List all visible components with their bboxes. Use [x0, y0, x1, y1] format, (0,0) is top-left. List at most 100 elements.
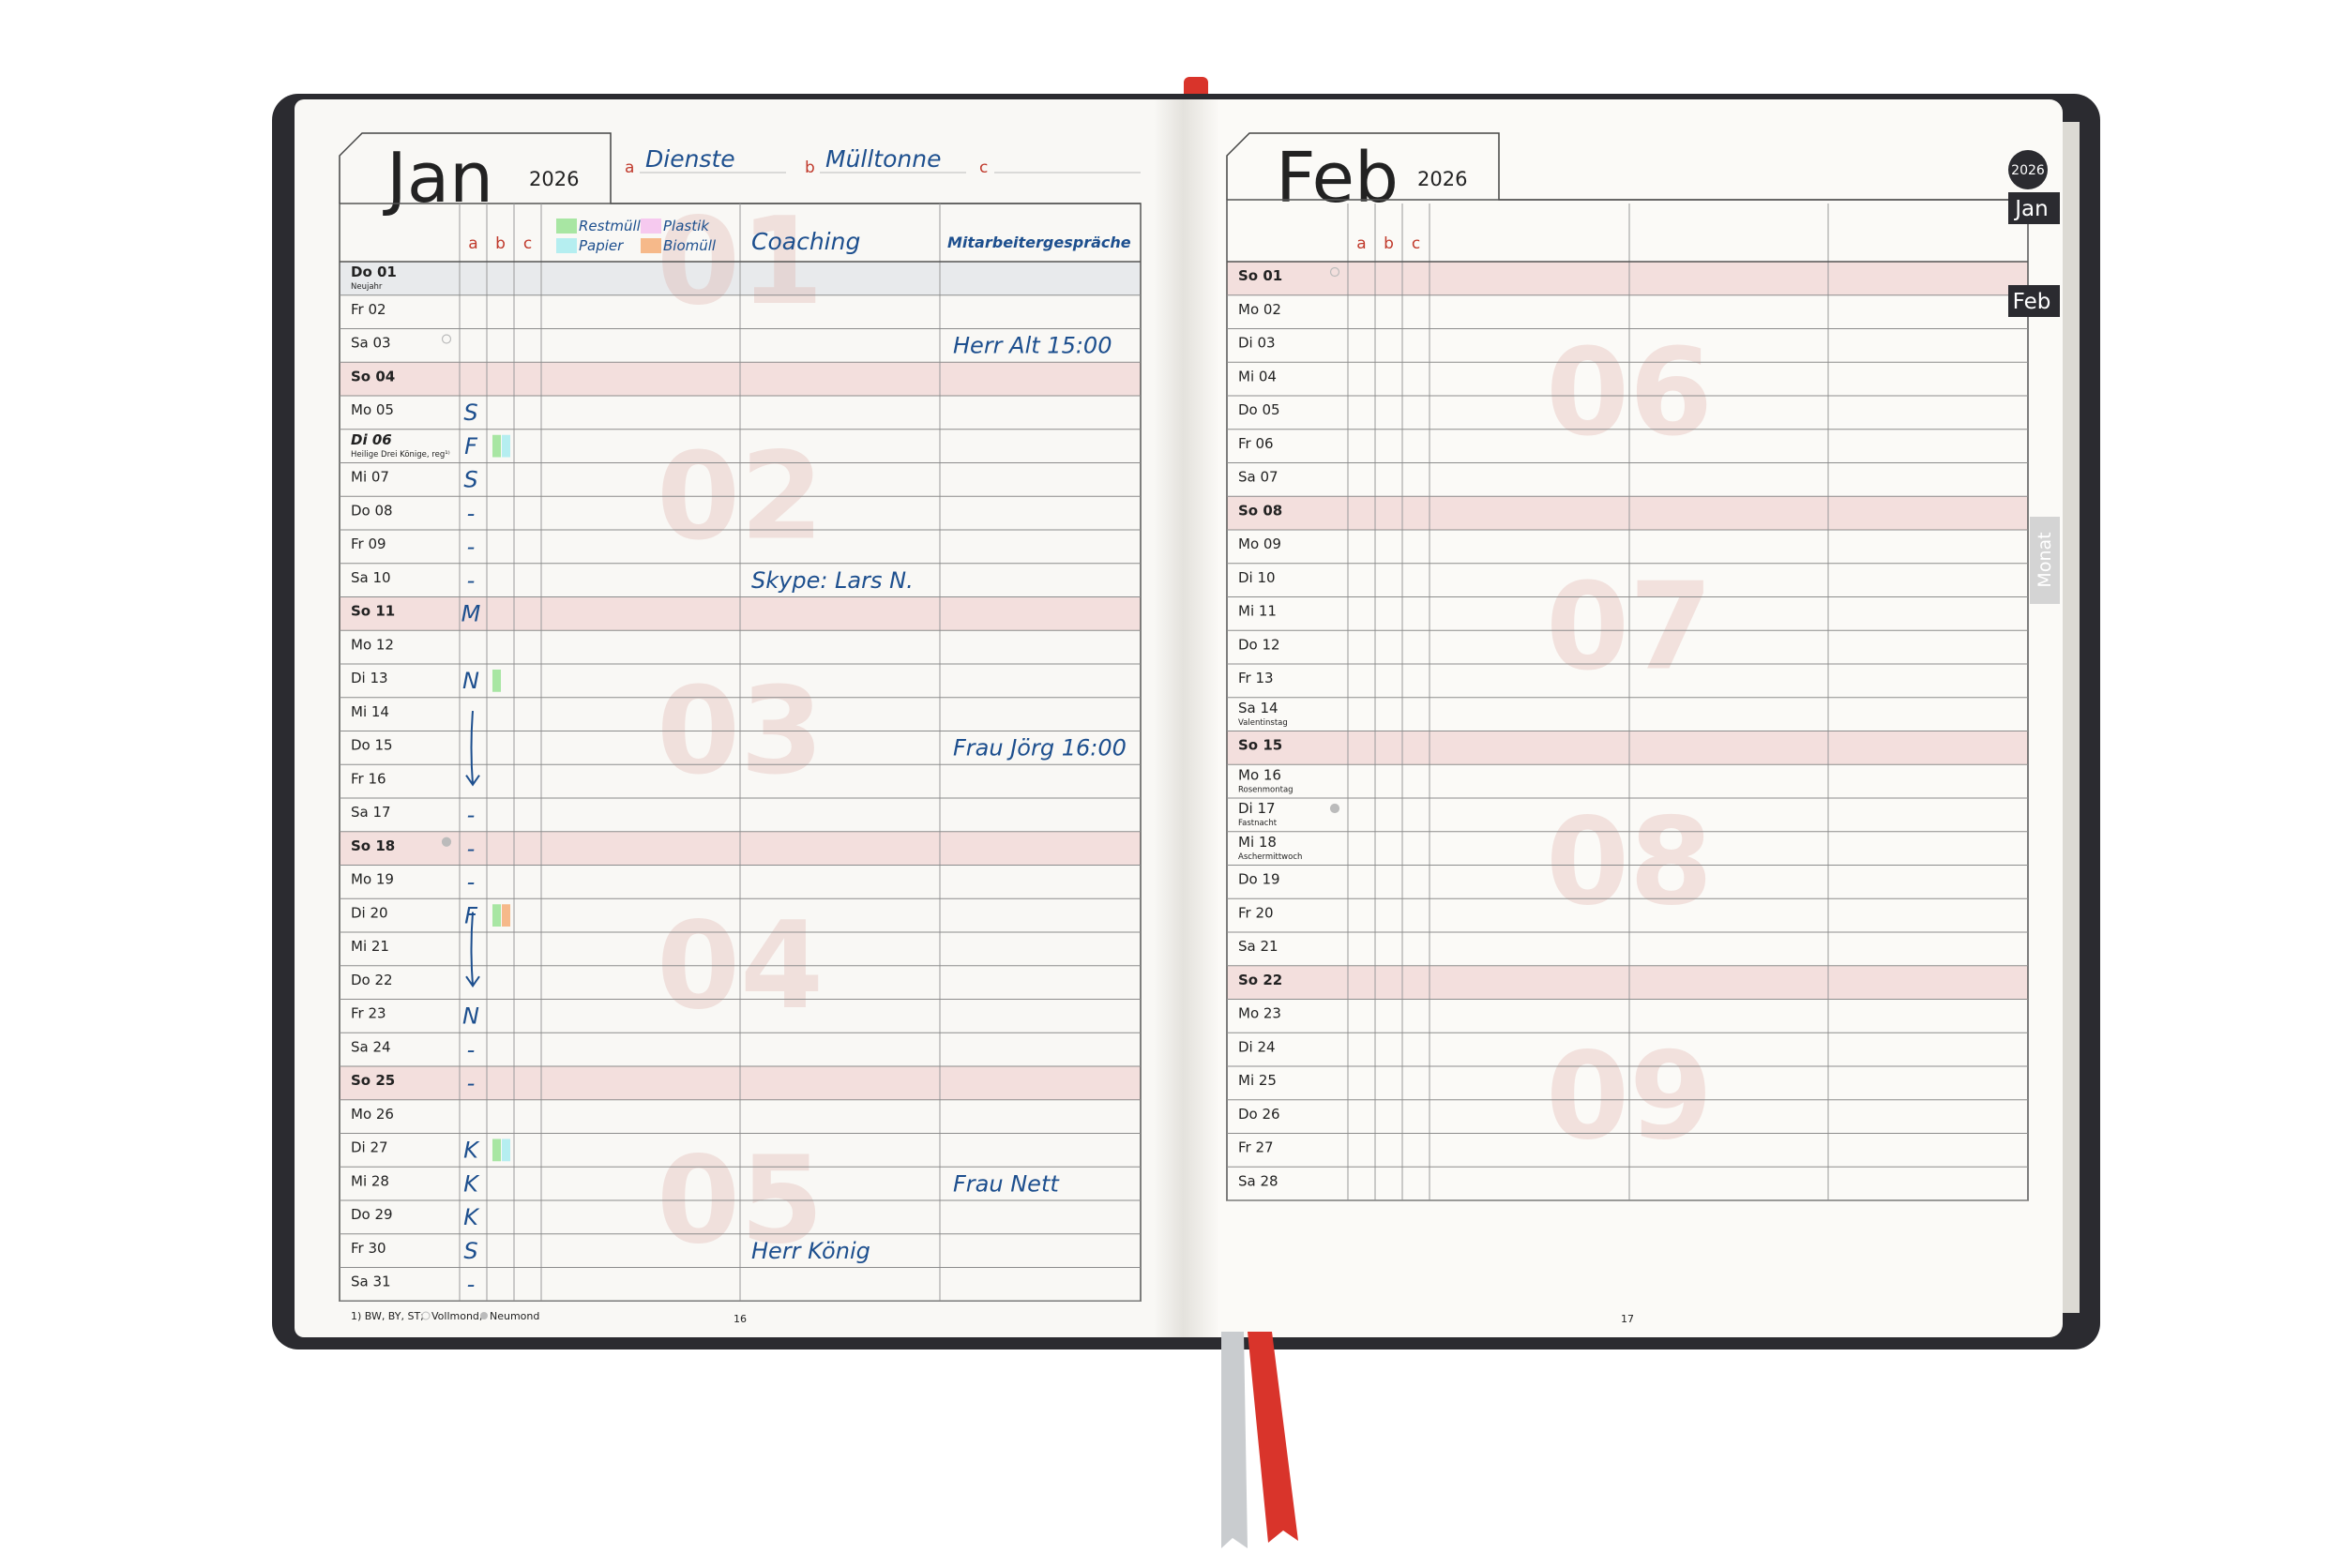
sunday-row [1227, 965, 2028, 1000]
bin-marker [492, 670, 501, 692]
day-label: So 25 [351, 1072, 395, 1089]
column-letter: c [1412, 234, 1420, 253]
duty-entry: - [467, 567, 476, 594]
note-entry: Frau Nett [953, 1170, 1060, 1197]
day-label: Di 03 [1238, 335, 1276, 352]
day-note: Neujahr [351, 282, 383, 292]
day-label: Mi 28 [351, 1172, 389, 1189]
page-number: 16 [734, 1313, 747, 1325]
duty-entry: - [467, 1036, 476, 1063]
sunday-row [1227, 496, 2028, 530]
day-label: Di 10 [1238, 569, 1276, 586]
day-label: So 04 [351, 368, 395, 384]
day-label: Fr 23 [351, 1005, 386, 1022]
field-value: Dienste [645, 145, 735, 173]
day-label: Mo 19 [351, 871, 394, 888]
gray-ribbon [1221, 1332, 1248, 1548]
sunday-row [1227, 262, 2028, 295]
moon-marker [1329, 266, 1340, 278]
right-page [1187, 99, 2063, 1337]
footnote: 1) BW, BY, ST; [351, 1310, 424, 1322]
full-moon-key [421, 1311, 431, 1320]
day-label: Mo 09 [1238, 535, 1281, 552]
duty-entry: F [464, 433, 478, 460]
year: 2026 [1417, 168, 1467, 190]
bin-marker [492, 1138, 501, 1162]
column-header: Coaching [751, 228, 860, 255]
moon-marker [441, 837, 452, 847]
field-letter: c [979, 158, 988, 177]
legend-swatch [556, 238, 577, 253]
red-ribbon [1248, 1332, 1298, 1543]
day-label: Do 08 [351, 502, 393, 519]
duty-entry: M [461, 601, 481, 627]
bin-marker [502, 434, 510, 458]
day-label: Di 24 [1238, 1038, 1276, 1055]
day-label: Di 27 [351, 1139, 388, 1156]
day-label: Sa 31 [351, 1274, 391, 1290]
day-label: Sa 14 [1238, 700, 1278, 716]
year: 2026 [529, 168, 579, 190]
duty-entry: - [467, 1272, 476, 1298]
bin-marker [502, 904, 510, 927]
day-label: Mo 05 [351, 401, 394, 418]
duty-entry: - [467, 1070, 476, 1096]
new-moon-key [480, 1312, 488, 1319]
page-edge [2063, 122, 2080, 1313]
year-tab-label: 2026 [2011, 163, 2045, 178]
duty-entry: F [464, 902, 478, 928]
day-label: Fr 20 [1238, 904, 1274, 921]
day-note: Rosenmontag [1238, 785, 1294, 794]
day-label: Do 29 [351, 1206, 393, 1223]
legend-label: Papier [579, 237, 624, 254]
legend-label: Plastik [663, 218, 710, 234]
day-label: Fr 30 [351, 1240, 386, 1257]
day-label: Do 15 [351, 737, 393, 754]
day-label: So 18 [351, 837, 395, 854]
duty-entry: N [462, 1003, 479, 1030]
month: Jan [383, 138, 493, 219]
column-letter: b [1384, 234, 1394, 253]
day-label: Sa 21 [1238, 938, 1278, 955]
duty-entry: - [467, 534, 476, 560]
arrow [465, 912, 480, 988]
note-entry: Frau Jörg 16:00 [953, 735, 1127, 761]
legend-label: Restmüll [579, 218, 642, 234]
day-label: Di 13 [351, 670, 388, 686]
page-number: 17 [1621, 1313, 1634, 1325]
day-label: Mi 11 [1238, 603, 1277, 620]
day-label: Do 19 [1238, 871, 1280, 888]
day-note: Fastnacht [1238, 819, 1278, 828]
footnote: Vollmond, [431, 1310, 482, 1322]
column-letter: a [468, 234, 477, 253]
moon-marker [1329, 803, 1340, 814]
bin-marker [492, 904, 501, 927]
day-label: Fr 02 [351, 301, 386, 318]
spine-shadow [1154, 99, 1219, 1337]
day-label: So 01 [1238, 267, 1282, 284]
day-label: Sa 03 [351, 335, 391, 352]
footnote: Neumond [490, 1310, 539, 1322]
bin-marker [492, 434, 501, 458]
day-label: Sa 17 [351, 804, 391, 821]
legend-swatch [556, 219, 577, 234]
day-label: So 08 [1238, 502, 1282, 519]
note-entry: Herr König [751, 1238, 870, 1264]
legend-swatch [641, 238, 661, 253]
note-entry: Herr Alt 15:00 [953, 333, 1112, 359]
duty-entry: - [467, 500, 476, 526]
column-letter: c [523, 234, 532, 253]
month-tab-label: Jan [2013, 197, 2048, 221]
day-label: Sa 24 [351, 1038, 391, 1055]
arrow [465, 710, 480, 787]
day-label: So 22 [1238, 972, 1282, 988]
day-label: Fr 16 [351, 770, 386, 787]
day-note: Heilige Drei Könige, reg¹⁾ [351, 450, 450, 460]
day-label: Sa 10 [351, 569, 391, 586]
field-letter: b [805, 158, 815, 177]
month-tab [2008, 192, 2060, 224]
view-tab-label: Monat [2035, 532, 2055, 587]
column-letter: a [1356, 234, 1366, 253]
